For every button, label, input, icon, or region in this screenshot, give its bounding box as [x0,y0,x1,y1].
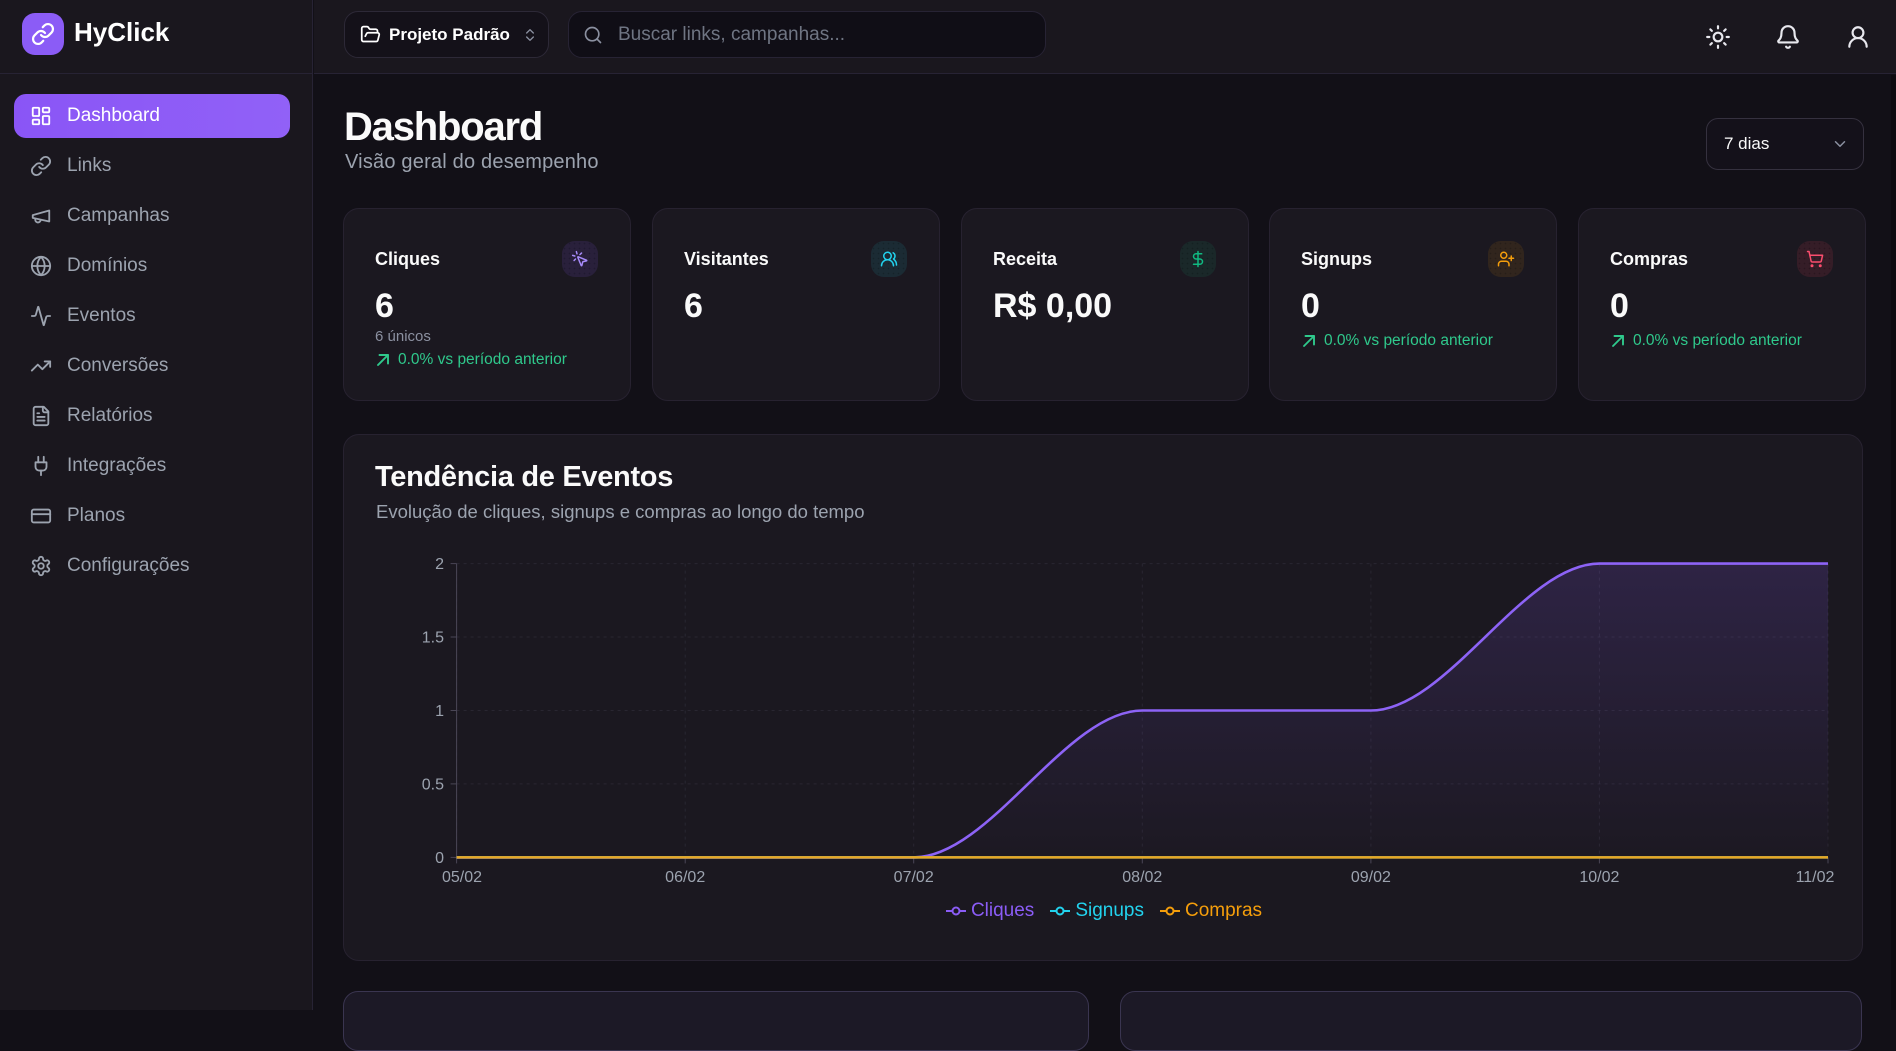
svg-text:11/02: 11/02 [1796,869,1835,886]
svg-text:1.5: 1.5 [422,630,444,647]
svg-text:0.5: 0.5 [422,776,444,793]
svg-text:10/02: 10/02 [1579,869,1619,886]
svg-text:05/02: 05/02 [442,869,482,886]
svg-text:0: 0 [435,850,444,867]
svg-text:1: 1 [435,703,444,720]
svg-text:09/02: 09/02 [1351,869,1391,886]
svg-text:2: 2 [435,556,444,573]
svg-text:07/02: 07/02 [894,869,934,886]
svg-text:08/02: 08/02 [1122,869,1162,886]
svg-text:06/02: 06/02 [665,869,705,886]
